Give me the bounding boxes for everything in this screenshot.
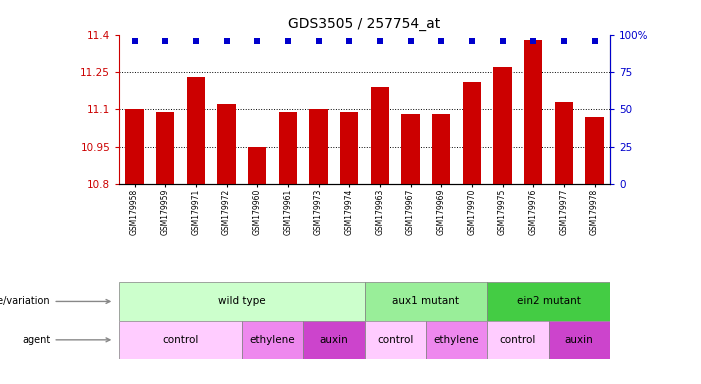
Bar xyxy=(309,109,328,184)
Text: ethylene: ethylene xyxy=(250,335,295,345)
Bar xyxy=(549,321,610,359)
Title: GDS3505 / 257754_at: GDS3505 / 257754_at xyxy=(288,17,441,31)
Bar xyxy=(494,67,512,184)
Bar xyxy=(186,77,205,184)
Bar xyxy=(242,321,303,359)
Text: agent: agent xyxy=(22,335,110,345)
Bar xyxy=(156,112,175,184)
Bar xyxy=(365,321,426,359)
Bar xyxy=(371,87,389,184)
Bar xyxy=(585,117,604,184)
Bar xyxy=(487,321,549,359)
Text: auxin: auxin xyxy=(565,335,594,345)
Bar xyxy=(303,321,365,359)
Text: aux1 mutant: aux1 mutant xyxy=(393,296,459,306)
Bar xyxy=(125,109,144,184)
Text: control: control xyxy=(377,335,414,345)
Bar xyxy=(119,321,242,359)
Bar xyxy=(340,112,358,184)
Bar xyxy=(217,104,236,184)
Bar xyxy=(487,282,610,321)
Text: ein2 mutant: ein2 mutant xyxy=(517,296,580,306)
Text: auxin: auxin xyxy=(320,335,348,345)
Bar xyxy=(524,40,543,184)
Text: control: control xyxy=(163,335,198,345)
Bar xyxy=(554,102,573,184)
Text: genotype/variation: genotype/variation xyxy=(0,296,110,306)
Bar xyxy=(401,114,420,184)
Bar xyxy=(248,147,266,184)
Bar xyxy=(279,112,297,184)
Bar xyxy=(432,114,451,184)
Text: control: control xyxy=(500,335,536,345)
Bar xyxy=(426,321,487,359)
Bar xyxy=(463,82,481,184)
Bar xyxy=(365,282,487,321)
Bar xyxy=(119,282,365,321)
Text: wild type: wild type xyxy=(218,296,266,306)
Text: ethylene: ethylene xyxy=(434,335,479,345)
